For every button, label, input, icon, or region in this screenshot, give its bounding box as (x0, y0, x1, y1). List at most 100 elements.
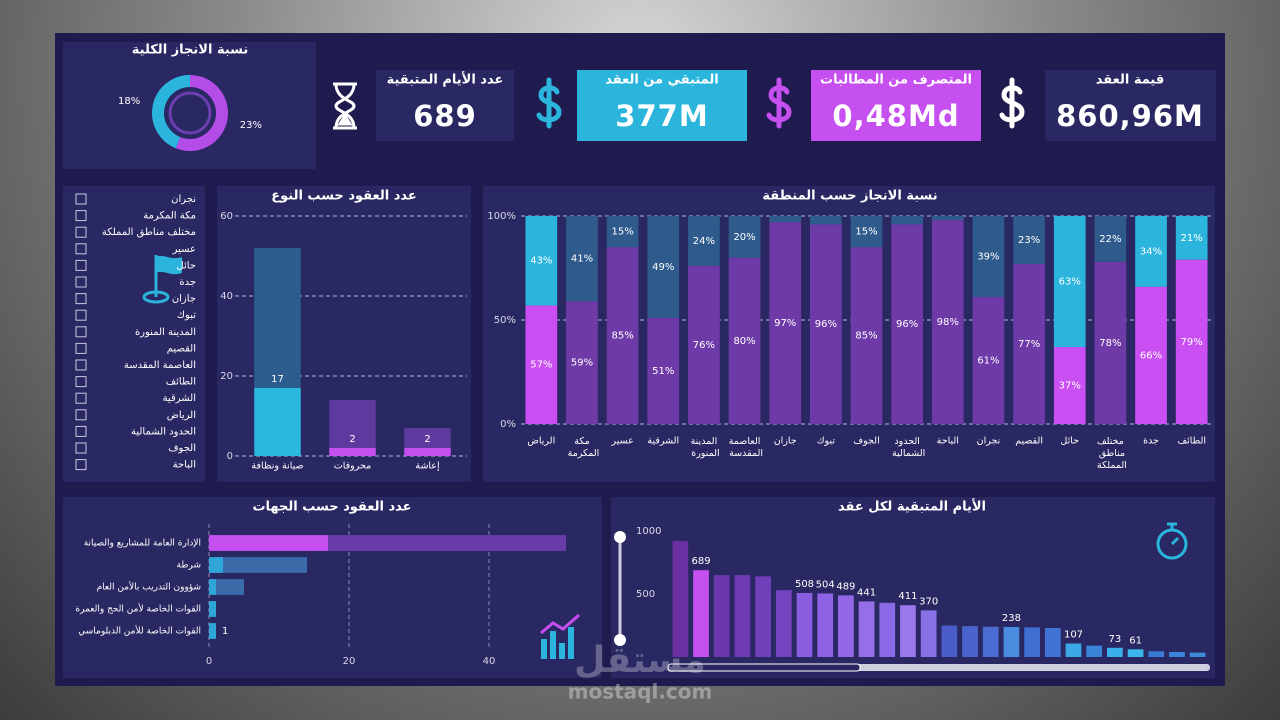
bar (404, 428, 451, 448)
data-label: 2 (424, 434, 430, 445)
chart-title: نسبة الانجاز حسب المنطقة (762, 189, 937, 204)
bar (769, 216, 802, 223)
bar (972, 297, 1005, 424)
y-tick-label: 0% (500, 419, 516, 430)
slicer-item: الحدود الشمالية (131, 426, 196, 437)
bar (1053, 347, 1086, 424)
slicer-checkbox[interactable] (75, 359, 87, 371)
data-label: 20% (733, 232, 755, 243)
data-label: 107 (1064, 630, 1083, 641)
data-label: 24% (693, 236, 715, 247)
data-label: 59% (571, 358, 593, 369)
bar (1189, 652, 1206, 657)
slicer-checkbox[interactable] (75, 326, 87, 338)
slicer-checkbox[interactable] (75, 259, 87, 271)
slicer-item: الطائف (166, 377, 196, 388)
bar (209, 623, 216, 639)
card (811, 70, 981, 141)
bar (525, 305, 558, 424)
data-label: 18% (118, 96, 140, 107)
data-label: 51% (652, 366, 674, 377)
y-tick-label: شرطة (177, 561, 202, 571)
x-tick-label: 40 (483, 656, 496, 667)
slicer-item: تبوك (177, 310, 196, 321)
y-tick-label: 60 (220, 211, 233, 222)
bar (891, 224, 923, 424)
slicer-checkbox[interactable] (75, 392, 87, 404)
data-label: 1 (222, 626, 228, 637)
data-label: 489 (836, 581, 855, 592)
data-label: 98% (937, 317, 959, 328)
slicer-item: المدينة المنورة (135, 327, 196, 338)
stopwatch-icon (1156, 522, 1188, 560)
bar (1135, 286, 1167, 424)
chart-title: الأيام المتبقية لكل عقد (838, 498, 986, 515)
slicer-checkbox[interactable] (75, 293, 87, 305)
data-label: 41% (571, 254, 593, 265)
x-tick-label: القصيم (1015, 436, 1043, 447)
data-label: 21% (1181, 233, 1203, 244)
bar (566, 301, 598, 424)
bar (838, 595, 854, 657)
y-tick-label: القوات الخاصة لأمن الحج والعمرة (75, 603, 201, 615)
data-label: 370 (919, 596, 938, 607)
bar (728, 257, 761, 424)
data-label: 85% (855, 331, 877, 342)
data-label: 23% (1018, 235, 1040, 246)
x-tick-label: العاصمة المقدسة (726, 436, 763, 459)
slicer-checkbox[interactable] (75, 276, 87, 288)
slicer-item: العاصمة المقدسة (124, 360, 196, 371)
slicer-checkbox[interactable] (75, 425, 87, 437)
dollar-icon (536, 77, 562, 129)
slicer-checkbox[interactable] (75, 409, 87, 421)
slicer-checkbox[interactable] (75, 376, 87, 388)
kpi-value: 860,96M (1056, 99, 1204, 133)
slicer-checkbox[interactable] (75, 459, 87, 471)
slicer-checkbox[interactable] (75, 243, 87, 255)
dollar-icon (999, 77, 1025, 129)
data-label: 66% (1140, 350, 1162, 361)
slicer-item: جدة (179, 277, 196, 288)
bar (404, 448, 451, 456)
donut-inner-ring (168, 91, 212, 135)
chart-title: نسبة الانجاز الكلية (132, 43, 249, 58)
kpi-value: 377M (615, 99, 708, 133)
data-label: 78% (1099, 338, 1121, 349)
slicer-item: نجران (171, 194, 196, 205)
watermark-url: mostaql.com (568, 680, 713, 704)
y-tick-label: 1000 (636, 526, 661, 537)
slicer-checkbox[interactable] (75, 210, 87, 222)
dollar-icon (766, 77, 792, 129)
bar (688, 265, 720, 424)
x-tick-label: مكة المكرمة (565, 436, 600, 459)
bar (606, 216, 639, 248)
bar (1044, 628, 1061, 657)
bar (900, 605, 916, 657)
card (1045, 70, 1216, 141)
slider-handle[interactable] (614, 531, 626, 543)
data-label: 15% (855, 227, 877, 238)
slider-handle[interactable] (614, 634, 626, 646)
x-tick-label: الشرقية (647, 436, 679, 447)
scrollbar-thumb[interactable] (667, 663, 861, 672)
card (63, 497, 602, 678)
slicer-checkbox[interactable] (75, 342, 87, 354)
slicer-checkbox[interactable] (75, 442, 87, 454)
slicer-checkbox[interactable] (75, 193, 87, 205)
bar (941, 625, 958, 657)
donut-segment (152, 75, 191, 149)
data-label: 73 (1109, 634, 1122, 645)
kpi-label: المتصرف من المطالبات (820, 73, 972, 88)
bar (1053, 216, 1086, 348)
bar (1086, 645, 1103, 657)
kpi-value: 689 (413, 99, 477, 133)
slicer-checkbox[interactable] (75, 226, 87, 238)
bar (1003, 627, 1020, 657)
slicer-item: الجوف (168, 443, 196, 454)
y-tick-label: شؤوون التدريب بالأمن العام (97, 581, 201, 593)
x-tick-label: المدينة المنورة (688, 436, 719, 459)
bar (329, 448, 376, 456)
chart-title: عدد العقود حسب الجهات (252, 500, 411, 515)
data-label: 411 (898, 591, 917, 602)
slicer-checkbox[interactable] (75, 309, 87, 321)
